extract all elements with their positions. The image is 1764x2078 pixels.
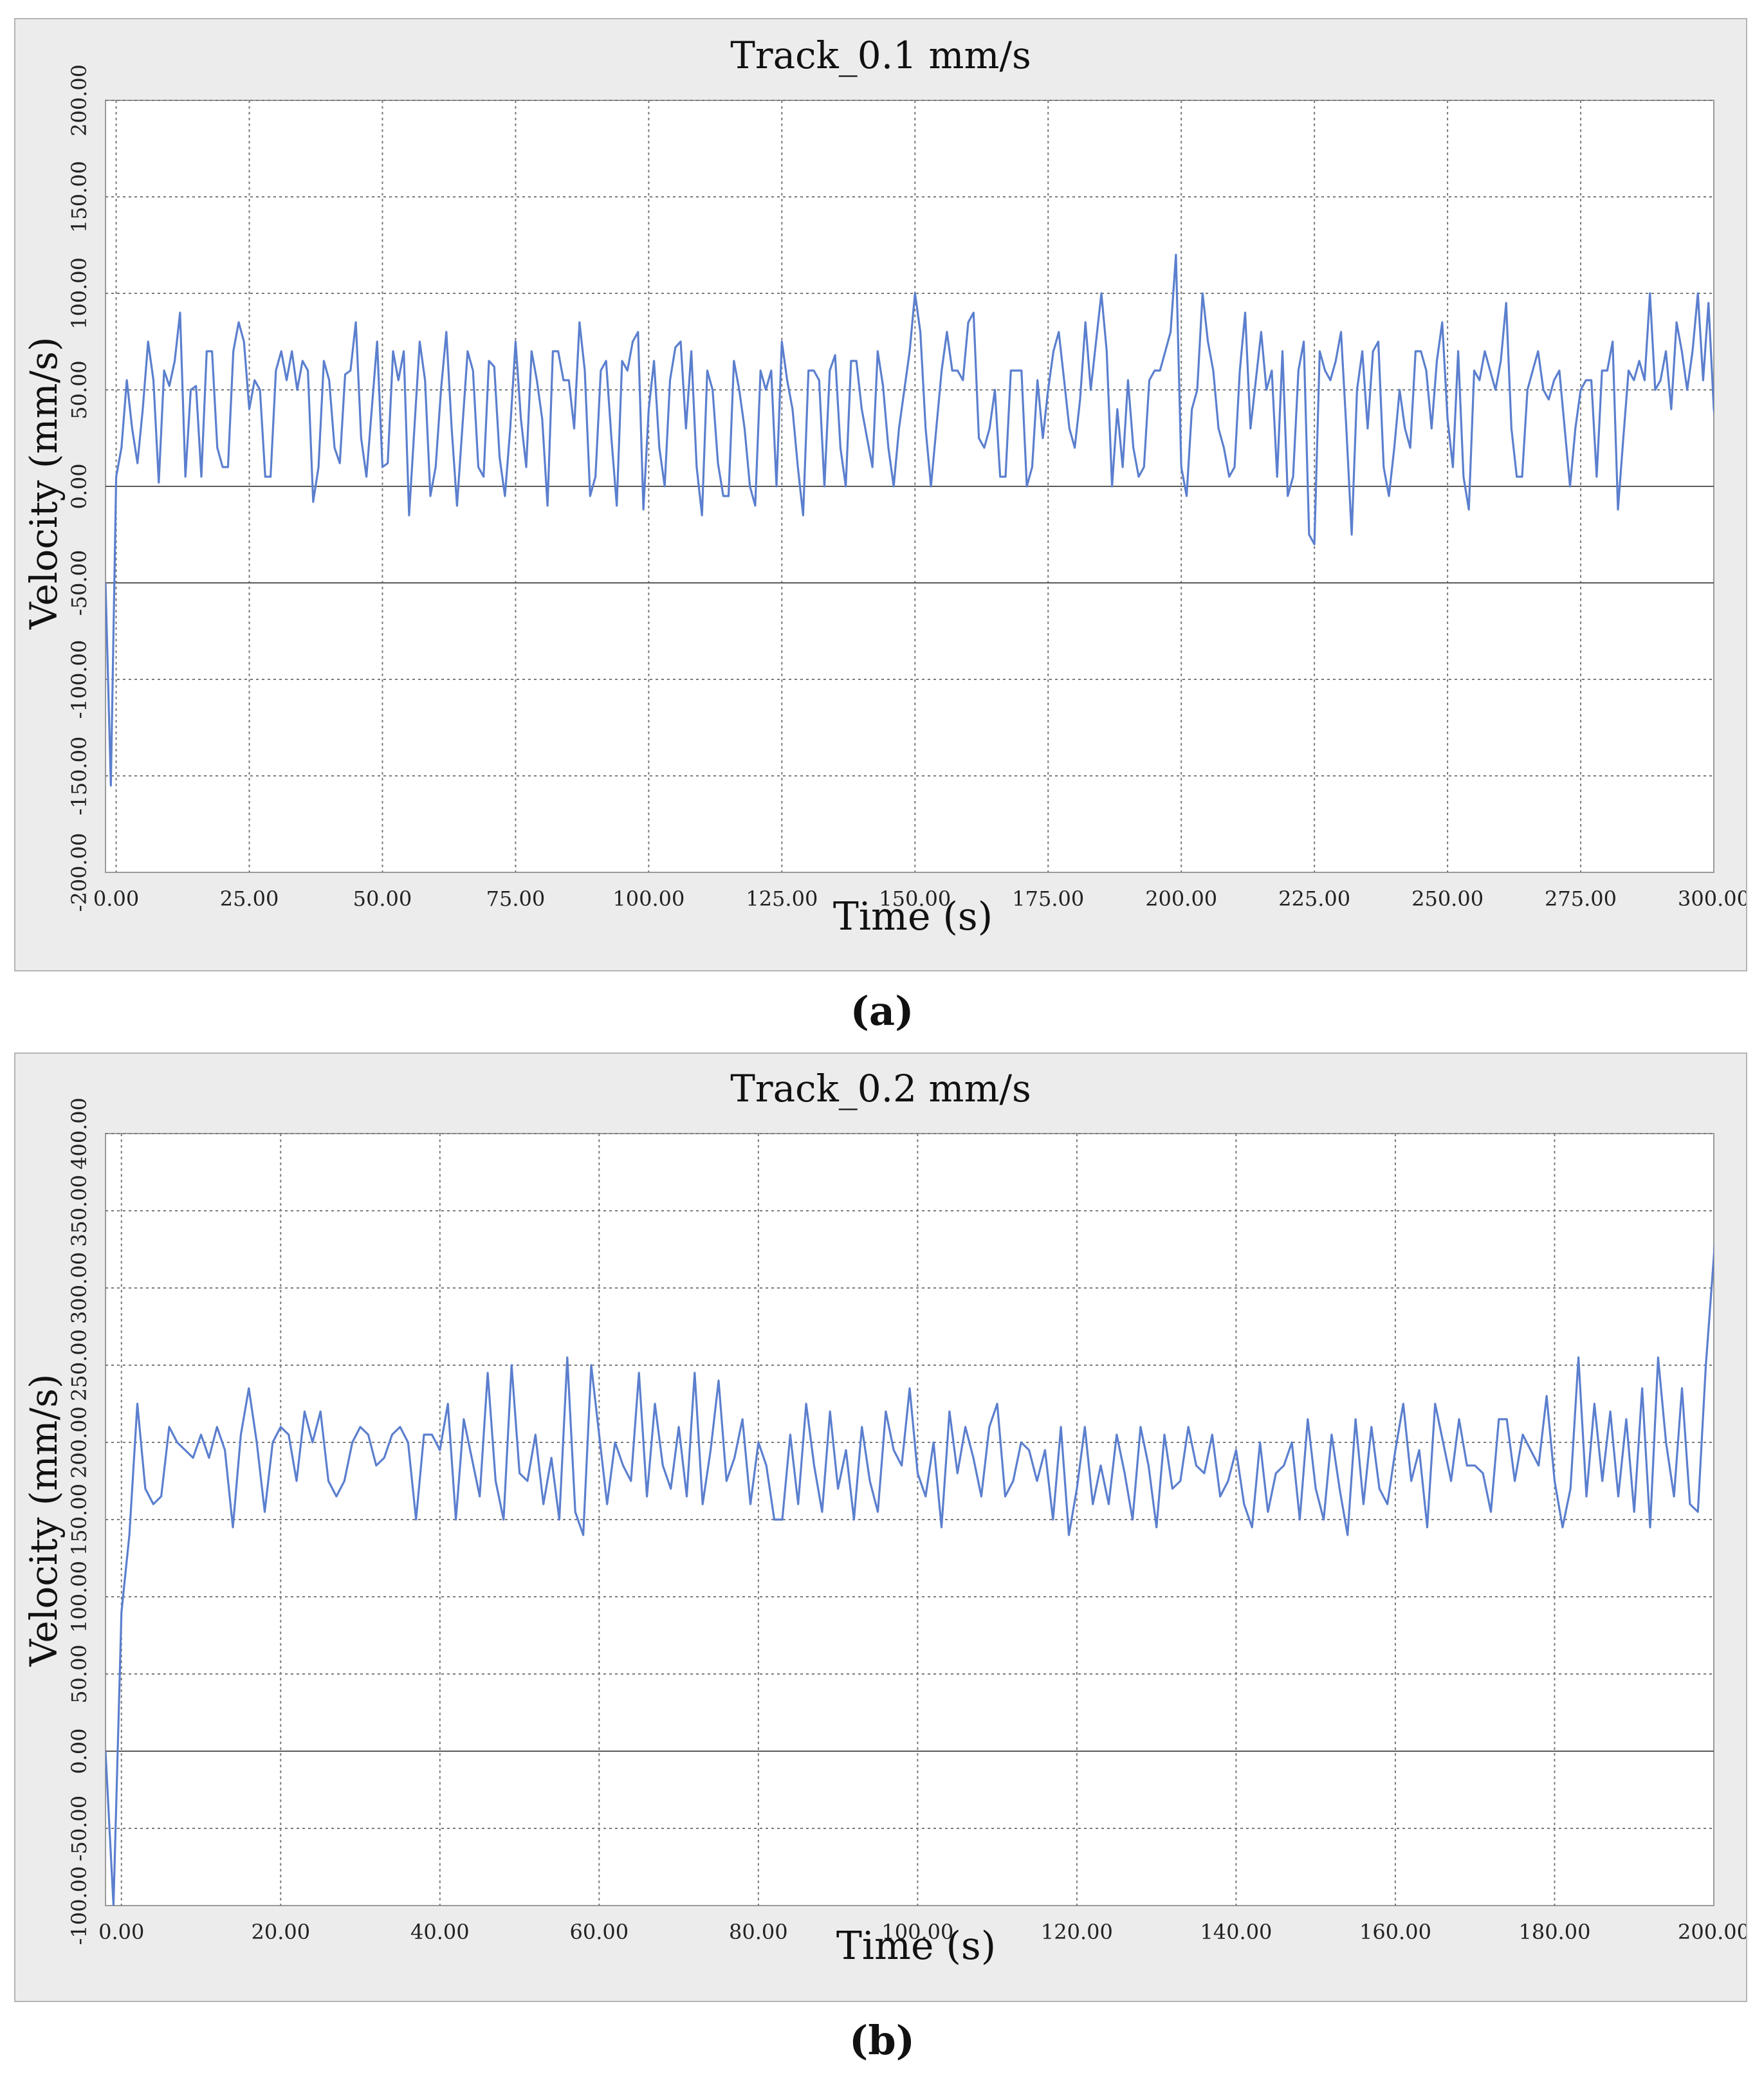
y-tick-label: 400.00: [67, 1098, 91, 1170]
y-tick-label: -150.00: [67, 737, 91, 816]
y-tick-label: 200.00: [67, 1406, 91, 1478]
y-tick-label: 50.00: [67, 360, 91, 419]
x-tick-label: 250.00: [1411, 887, 1484, 911]
x-tick-label: 225.00: [1278, 887, 1350, 911]
y-tick-label: 100.00: [67, 257, 91, 329]
x-tick-label: 50.00: [353, 887, 412, 911]
y-tick-label: 150.00: [67, 1484, 91, 1556]
y-tick-label: -200.00: [67, 833, 91, 912]
x-tick-label: 200.00: [1678, 1920, 1746, 1944]
chart-panel-a: Track_0.1 mm/s 0.00 25.00 50.00 75.00 100.00…: [14, 18, 1747, 971]
chart-panel-b: Track_0.2 mm/s 0.00 20.00 40.00 60.00 80.00 1…: [14, 1053, 1747, 2002]
x-tick-label: 20.00: [251, 1920, 310, 1944]
y-tick-label: -50.00: [67, 1796, 91, 1861]
caption-a: (a): [850, 988, 914, 1034]
x-tick-label: 100.00: [612, 887, 684, 911]
x-tick-label: 150.00: [879, 887, 951, 911]
y-axis-label-b: Velocity (mm/s): [22, 1374, 66, 1666]
series-line-velocity: [106, 253, 1714, 787]
y-tick-label: 150.00: [67, 161, 91, 233]
x-axis-label-b: Time (s): [836, 1924, 997, 1969]
x-tick-label: 80.00: [729, 1920, 788, 1944]
x-tick-label: 40.00: [410, 1920, 470, 1944]
y-tick-label: 200.00: [67, 64, 91, 136]
x-tick-label: 125.00: [746, 887, 818, 911]
y-tick-label: 0.00: [67, 463, 91, 509]
y-tick-label: -100.00: [67, 640, 91, 719]
y-axis-label-a: Velocity (mm/s): [22, 336, 66, 629]
caption-b: (b): [849, 2017, 915, 2064]
x-tick-label: 100.00: [881, 1920, 953, 1944]
x-axis-label-a: Time (s): [832, 894, 993, 939]
y-tick-label: -100.00: [67, 1866, 91, 1945]
x-tick-label: 75.00: [486, 887, 546, 911]
y-tick-label: 50.00: [67, 1644, 91, 1704]
x-tick-label: 60.00: [570, 1920, 629, 1944]
y-tick-label: 350.00: [67, 1175, 91, 1247]
x-tick-label: 300.00: [1678, 887, 1746, 911]
y-tick-label: 0.00: [67, 1728, 91, 1774]
y-tick-label: 300.00: [67, 1252, 91, 1324]
y-tick-label: 250.00: [67, 1329, 91, 1401]
chart-title-a: Track_0.1 mm/s: [730, 33, 1031, 77]
x-tick-label: 200.00: [1145, 887, 1217, 911]
x-tick-label: 140.00: [1200, 1920, 1272, 1944]
x-tick-label: 25.00: [220, 887, 279, 911]
x-tick-label: 0.00: [98, 1920, 144, 1944]
x-tick-label: 180.00: [1518, 1920, 1590, 1944]
chart-title-b: Track_0.2 mm/s: [730, 1067, 1031, 1110]
chart-svg-a: 0.00 25.00 50.00 75.00 100.00 125.00 150.00 175…: [67, 64, 1746, 912]
x-tick-label: 0.00: [93, 887, 139, 911]
y-tick-label: 100.00: [67, 1561, 91, 1633]
x-tick-label: 120.00: [1041, 1920, 1113, 1944]
x-tick-label: 275.00: [1545, 887, 1617, 911]
x-tick-label: 175.00: [1012, 887, 1084, 911]
chart-svg-b: 0.00 20.00 40.00 60.00 80.00 100.00 120.00 140.…: [67, 1098, 1746, 1945]
x-tick-label: 160.00: [1359, 1920, 1431, 1944]
series-line-velocity: [106, 1241, 1714, 1906]
y-tick-label: -50.00: [67, 550, 91, 616]
